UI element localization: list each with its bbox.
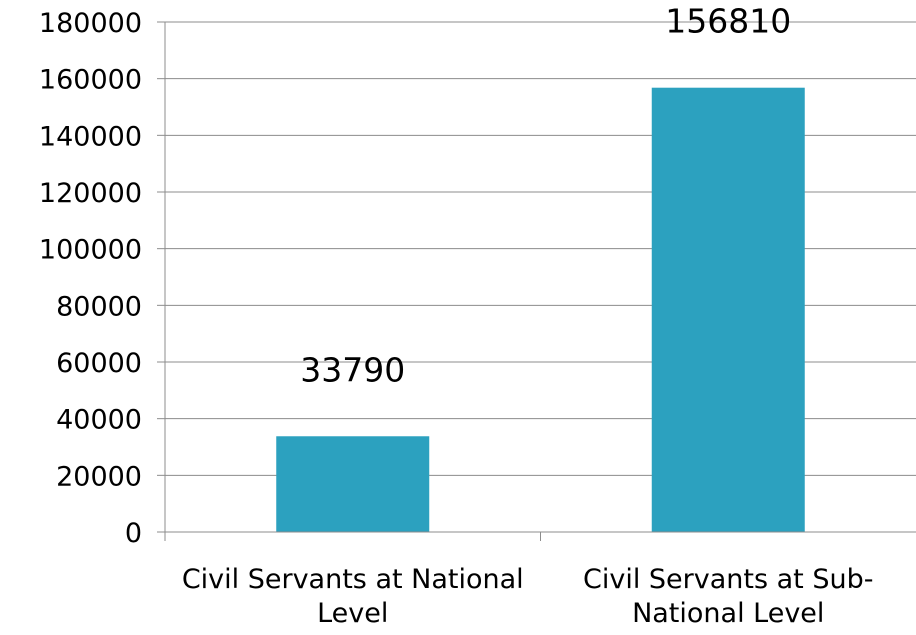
bars: [276, 87, 805, 532]
y-tick-label: 100000: [39, 235, 142, 266]
x-category-label: National Level: [632, 598, 824, 629]
gridlines: [165, 21, 916, 476]
y-tick-label: 160000: [39, 65, 142, 96]
y-tick-label: 40000: [56, 405, 142, 436]
y-tick-label: 80000: [56, 291, 142, 322]
x-category-label: Level: [317, 598, 388, 629]
data-label-1: 33790: [300, 350, 405, 389]
y-tick-label: 20000: [56, 461, 142, 492]
axes: [157, 21, 916, 541]
bar-1: [276, 436, 430, 532]
bar-2: [651, 87, 805, 532]
data-label-2: 156810: [665, 2, 791, 41]
y-tick-label: 0: [125, 518, 142, 549]
y-tick-label: 140000: [39, 121, 142, 152]
x-category-label: Civil Servants at Sub-: [583, 564, 874, 595]
y-tick-labels: 0 20000 40000 60000 80000 100000 120000 140000 1…: [39, 8, 142, 549]
y-tick-label: 180000: [39, 8, 142, 39]
x-category-label: Civil Servants at National: [182, 564, 524, 595]
y-tick-label: 60000: [56, 348, 142, 379]
y-tick-label: 120000: [39, 178, 142, 209]
data-labels: 33790 156810: [300, 2, 791, 390]
